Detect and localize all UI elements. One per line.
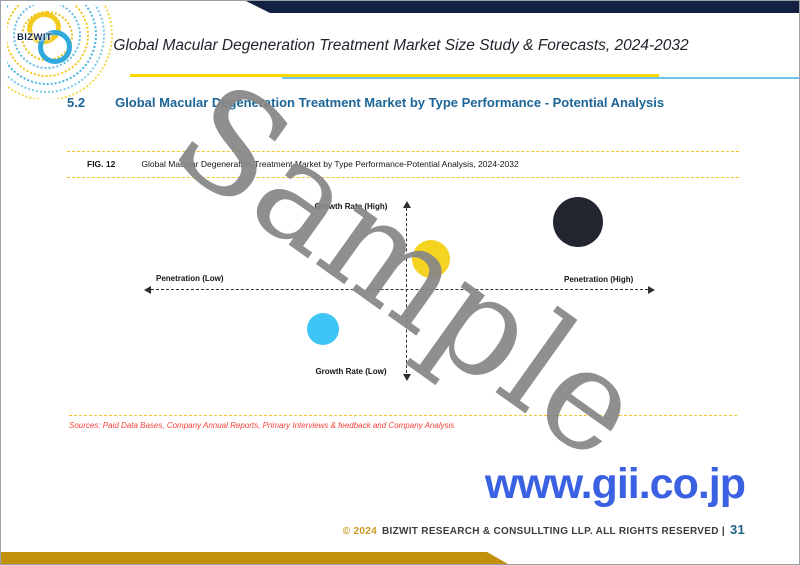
footer-company-text: BIZWIT RESEARCH & CONSULLTING LLP. ALL R…: [381, 526, 725, 537]
section-heading-text: Global Macular Degeneration Treatment Ma…: [115, 95, 665, 110]
report-title: Global Macular Degeneration Treatment Ma…: [113, 37, 689, 54]
bizwit-logo: BIZWIT: [7, 5, 131, 99]
gii-site-link[interactable]: www.gii.co.jp: [484, 460, 746, 508]
footer-copyright: © 2024: [342, 526, 377, 537]
sources-note: Sources: Paid Data Bases, Company Annual…: [69, 415, 737, 430]
title-underline-yellow: [130, 74, 659, 77]
x-axis-right-label: Penetration (High): [564, 275, 634, 284]
arrow-right-icon: [648, 286, 655, 294]
logo-dotted-arc: [7, 5, 89, 77]
bottom-gold-accent-bar: [1, 552, 508, 564]
arrow-down-icon: [403, 374, 411, 381]
x-axis-left-label: Penetration (Low): [156, 274, 224, 283]
quadrant-bubble-chart: Growth Rate (High) Growth Rate (Low) Pen…: [141, 196, 661, 391]
x-axis-dashed-line: [151, 289, 648, 290]
page-number: 31: [729, 522, 745, 537]
logo-blue-ring-icon: [38, 30, 72, 64]
yellow-bubble: [412, 240, 450, 278]
figure-caption-band: FIG. 12 Global Macular Degeneration Trea…: [67, 151, 739, 178]
arrow-up-icon: [403, 201, 411, 208]
arrow-left-icon: [144, 286, 151, 294]
footer-line: © 2024 BIZWIT RESEARCH & CONSULLTING LLP…: [343, 522, 745, 537]
section-heading: 5.2 Global Macular Degeneration Treatment…: [67, 95, 664, 110]
y-axis-top-label: Growth Rate (High): [314, 202, 388, 211]
logo-wordmark: BIZWIT: [17, 32, 53, 43]
dark-bubble: [553, 197, 603, 247]
figure-label: FIG. 12: [87, 159, 116, 169]
title-underline-blue: [282, 77, 799, 79]
section-number: 5.2: [67, 95, 86, 110]
y-axis-bottom-label: Growth Rate (Low): [315, 367, 387, 376]
cyan-bubble: [307, 313, 339, 345]
top-navy-accent-bar: [246, 1, 799, 13]
y-axis-dashed-line: [406, 208, 407, 373]
figure-caption: Global Macular Degeneration Treatment Ma…: [141, 159, 519, 169]
logo-dotted-arc: [13, 5, 81, 69]
